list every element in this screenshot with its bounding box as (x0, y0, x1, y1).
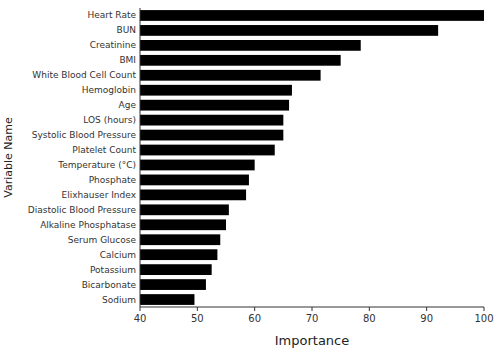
bars (140, 10, 484, 305)
bar (140, 130, 283, 141)
x-tick-label: 60 (248, 313, 261, 324)
y-tick-label: Alkaline Phosphatase (40, 220, 136, 230)
y-tick-label: BUN (117, 25, 137, 35)
y-tick-label: Temperature (°C) (57, 160, 136, 170)
x-tick-label: 90 (420, 313, 433, 324)
y-tick-label: LOS (hours) (83, 115, 136, 125)
x-axis-title: Importance (275, 333, 350, 348)
y-tick-label: Hemoglobin (82, 85, 136, 95)
x-tick (369, 307, 370, 311)
y-tick-label: Systolic Blood Pressure (32, 130, 137, 140)
x-tick (312, 307, 313, 311)
bar (140, 264, 212, 275)
x-tick-label: 50 (191, 313, 204, 324)
bar (140, 234, 220, 245)
chart: 40 50 60 70 80 90 100 Sodium Bicarbonate Potassiu… (0, 0, 500, 353)
bar (140, 100, 289, 111)
y-tick-label: Heart Rate (87, 10, 136, 20)
y-tick-label: White Blood Cell Count (32, 70, 136, 80)
y-tick-label: Calcium (100, 250, 136, 260)
x-tick-label: 80 (363, 313, 376, 324)
x-tick-label: 70 (306, 313, 319, 324)
bar (140, 294, 194, 305)
bar (140, 160, 255, 171)
x-tick-label: 40 (134, 313, 147, 324)
y-tick-label: Diastolic Blood Pressure (28, 205, 137, 215)
bar (140, 204, 229, 215)
y-axis-line (140, 8, 141, 307)
y-tick-label: Age (119, 100, 137, 110)
x-tick (484, 307, 485, 311)
bar (140, 55, 341, 66)
bar (140, 249, 217, 260)
y-tick-label: Elixhauser Index (61, 190, 136, 200)
x-tick (140, 307, 141, 311)
bar (140, 85, 292, 96)
bar (140, 40, 361, 51)
y-tick-label: Serum Glucose (68, 235, 137, 245)
bar (140, 175, 249, 186)
bar (140, 70, 321, 81)
x-tick (254, 307, 255, 311)
x-tick-label: 100 (474, 313, 493, 324)
y-tick-label: Bicarbonate (82, 280, 137, 290)
bar (140, 219, 226, 230)
y-tick-label: BMI (119, 55, 136, 65)
bar (140, 25, 438, 36)
bar (140, 189, 246, 200)
y-axis-title: Variable Name (2, 117, 15, 198)
bar (140, 279, 206, 290)
y-tick-label: Sodium (102, 295, 136, 305)
y-tick-label: Potassium (90, 265, 136, 275)
y-tick-label: Creatinine (90, 40, 137, 50)
bar (140, 115, 283, 126)
y-tick-label: Phosphate (89, 175, 137, 185)
bar (140, 145, 275, 156)
x-tick (197, 307, 198, 311)
x-tick (426, 307, 427, 311)
y-tick-label: Platelet Count (72, 145, 136, 155)
bar (140, 10, 484, 21)
